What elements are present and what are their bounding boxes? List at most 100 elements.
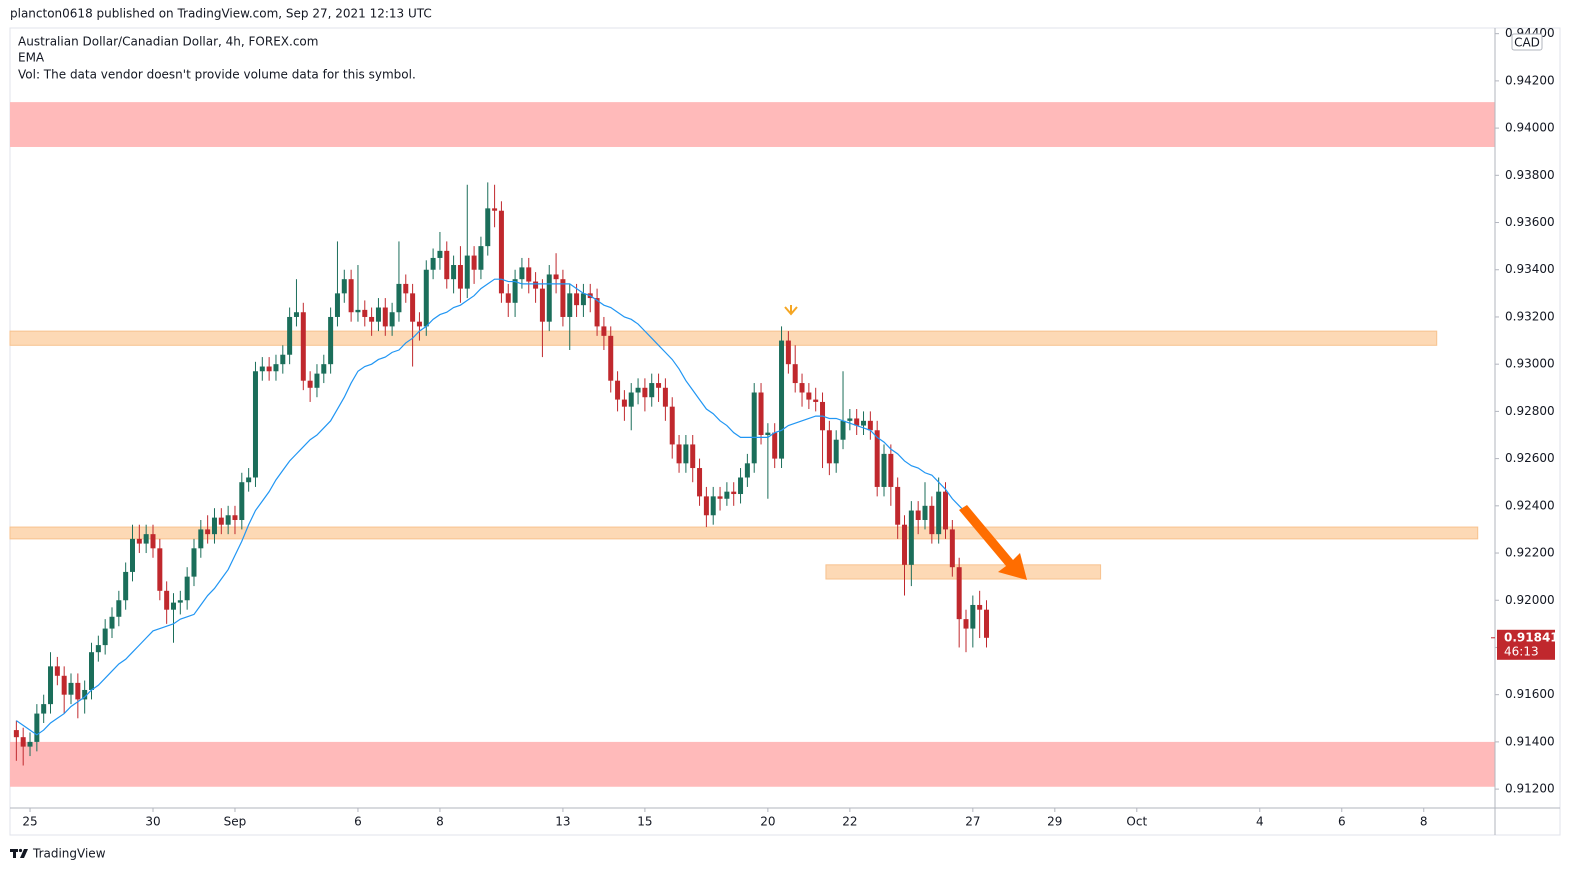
candle-body bbox=[423, 269, 429, 327]
candle-body bbox=[799, 383, 805, 393]
candle-body bbox=[813, 399, 819, 402]
candle-body bbox=[621, 399, 627, 407]
candle-body bbox=[403, 283, 409, 294]
candle-body bbox=[594, 298, 600, 327]
frame bbox=[9, 27, 1561, 836]
candle-body bbox=[949, 529, 955, 568]
y-tick-label: 0.91600 bbox=[1505, 687, 1555, 701]
candle-body bbox=[881, 453, 887, 487]
candle-body bbox=[369, 316, 375, 322]
candle-body bbox=[246, 477, 252, 483]
y-tick-label: 0.93400 bbox=[1505, 262, 1555, 276]
candle-body bbox=[608, 335, 614, 381]
x-tick-label: 29 bbox=[1047, 815, 1062, 829]
candle-body bbox=[68, 682, 74, 695]
y-tick-label: 0.92800 bbox=[1505, 404, 1555, 418]
candle-body bbox=[669, 406, 675, 445]
x-tick-label: 30 bbox=[145, 815, 160, 829]
candle-body bbox=[915, 510, 921, 520]
y-tick-label: 0.92000 bbox=[1505, 593, 1555, 607]
candle-body bbox=[697, 468, 703, 497]
candle-body bbox=[273, 364, 279, 372]
candle-body bbox=[382, 307, 388, 327]
candle-body bbox=[437, 250, 443, 258]
candle-body bbox=[738, 477, 744, 495]
currency-box bbox=[1511, 33, 1543, 51]
x-tick-label: 13 bbox=[555, 815, 570, 829]
logo-part bbox=[13, 849, 16, 858]
candle-body bbox=[75, 682, 81, 700]
candle-body bbox=[218, 517, 224, 525]
candle-body bbox=[683, 444, 689, 464]
footer-brand: TradingView bbox=[32, 847, 106, 861]
x-tick-label: 6 bbox=[1338, 815, 1346, 829]
y-tick-label: 0.92200 bbox=[1505, 546, 1555, 560]
candle-body bbox=[61, 675, 67, 695]
candle-body bbox=[334, 293, 340, 317]
candle-body bbox=[710, 496, 716, 516]
candle-body bbox=[355, 309, 361, 313]
candle-body bbox=[109, 616, 115, 629]
y-tick-label: 0.93800 bbox=[1505, 168, 1555, 182]
candle-body bbox=[143, 534, 149, 544]
candle-body bbox=[164, 590, 170, 610]
candle-body bbox=[266, 366, 272, 372]
candle-body bbox=[908, 510, 914, 565]
candle-body bbox=[498, 210, 504, 294]
x-tick-label: 6 bbox=[354, 815, 362, 829]
candle-body bbox=[307, 380, 313, 388]
candle-body bbox=[287, 316, 293, 355]
y-tick-label: 0.93000 bbox=[1505, 357, 1555, 371]
logo-part bbox=[20, 849, 28, 858]
candle-body bbox=[779, 340, 785, 459]
candle-body bbox=[252, 371, 258, 478]
candle-body bbox=[389, 312, 395, 327]
candle-body bbox=[177, 600, 183, 603]
candle-body bbox=[157, 548, 163, 591]
candle-body bbox=[259, 366, 265, 372]
candle-body bbox=[348, 279, 354, 313]
candle-body bbox=[806, 392, 812, 400]
candle-body bbox=[430, 257, 436, 270]
candle-body bbox=[512, 279, 518, 303]
symbol-title: Australian Dollar/Canadian Dollar, 4h, F… bbox=[18, 35, 318, 49]
candle-body bbox=[416, 321, 422, 327]
candle-body bbox=[580, 293, 586, 306]
candle-body bbox=[280, 354, 286, 365]
candle-body bbox=[293, 312, 299, 317]
candle-body bbox=[410, 293, 416, 322]
candle-body bbox=[444, 250, 450, 280]
candle-body bbox=[150, 534, 156, 549]
candle-body bbox=[574, 293, 580, 306]
candle-body bbox=[485, 208, 491, 247]
candle-body bbox=[765, 432, 771, 435]
candle-body bbox=[123, 571, 129, 601]
plot bbox=[9, 102, 1495, 787]
y-tick-label: 0.92600 bbox=[1505, 451, 1555, 465]
currency: CAD bbox=[1514, 36, 1540, 50]
candle-body bbox=[191, 548, 197, 577]
candle-body bbox=[54, 666, 60, 676]
candle-body bbox=[628, 392, 634, 407]
candle-body bbox=[929, 505, 935, 535]
ema-line bbox=[16, 278, 987, 736]
x-tick-label: 25 bbox=[22, 815, 37, 829]
candle-body bbox=[519, 267, 525, 280]
candle-body bbox=[239, 482, 245, 520]
y-tick-label: 0.91400 bbox=[1505, 734, 1555, 748]
candle-body bbox=[478, 246, 484, 270]
candle-body bbox=[963, 619, 969, 629]
header: plancton0618 published on TradingView.co… bbox=[10, 7, 432, 21]
legend-entry: EMA bbox=[18, 51, 45, 65]
candle-body bbox=[116, 600, 122, 617]
x-tick-label: 8 bbox=[436, 815, 444, 829]
zone bbox=[825, 564, 1102, 580]
candle-body bbox=[895, 486, 901, 525]
candle-body bbox=[847, 418, 853, 421]
candle-body bbox=[867, 420, 873, 431]
candle-body bbox=[89, 652, 95, 690]
zone bbox=[10, 102, 1495, 147]
candle-body bbox=[464, 255, 470, 289]
candle-body bbox=[833, 439, 839, 464]
